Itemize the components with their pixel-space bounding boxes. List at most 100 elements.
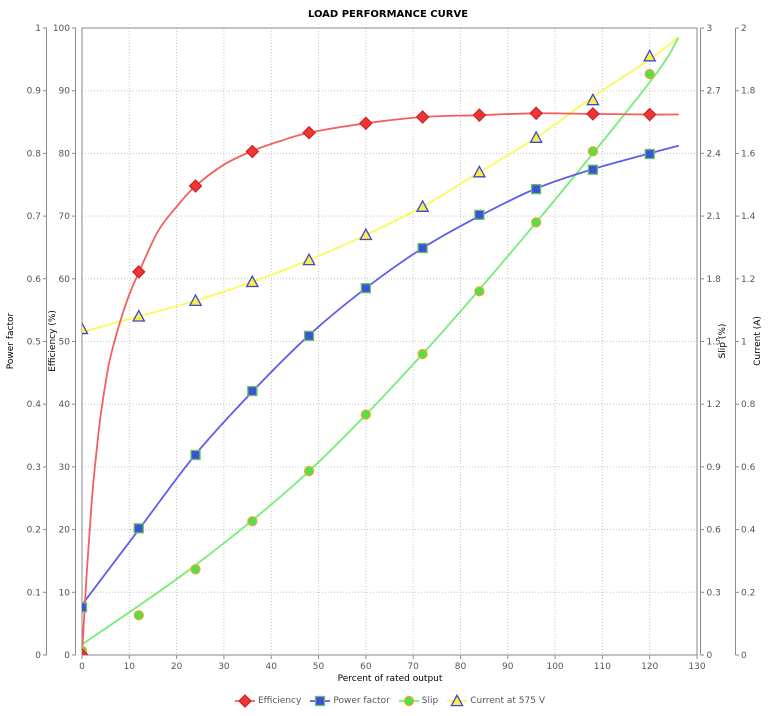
efficiency-tick-label: 20 [59, 526, 71, 536]
current-at-575-v-marker [188, 293, 203, 306]
gridlines [82, 28, 698, 655]
power-factor-curve [82, 145, 679, 606]
slip-marker [190, 564, 201, 575]
legend: Efficiency Power factor Slip Current at 575… [0, 693, 780, 709]
power-factor-tick-label: 0 [35, 651, 41, 661]
triangle-legend-icon [447, 694, 468, 707]
power-factor-marker [303, 330, 315, 342]
diamond-legend-icon [234, 694, 255, 708]
power-factor-marker [247, 385, 258, 397]
current-tick-label: 1.2 [741, 275, 755, 285]
plot-border [81, 27, 698, 656]
efficiency-tick-label: 70 [59, 212, 71, 222]
chart-title: LOAD PERFORMANCE CURVE [308, 9, 468, 20]
current-at-575-v-marker [132, 309, 146, 322]
power-factor-tick-label: 0.1 [27, 588, 41, 598]
current-tick-label: 1.4 [741, 212, 756, 222]
x-tick-label: 130 [688, 662, 705, 672]
x-tick-label: 40 [266, 662, 278, 672]
slip-tick-label: 0.3 [707, 588, 721, 598]
legend-item-slip: Slip [398, 694, 439, 708]
x-tick-label: 110 [594, 662, 611, 672]
slip-marker [360, 409, 371, 420]
current-tick-label: 0.4 [741, 526, 756, 536]
slip-marker [587, 146, 599, 157]
x-tick-label: 120 [641, 662, 658, 672]
slip-tick-label: 2.1 [707, 212, 721, 222]
efficiency-marker [586, 107, 600, 121]
legend-label: Current at 575 V [470, 696, 545, 706]
efficiency-tick-label: 40 [59, 400, 71, 410]
power-factor-marker [133, 523, 144, 534]
legend-label: Slip [421, 696, 439, 706]
current-at-575-v-marker [529, 130, 543, 143]
slip-marker [474, 286, 485, 297]
current-at-575-v-marker [245, 274, 259, 288]
current-tick-label: 0.8 [741, 400, 756, 410]
x-tick-label: 0 [79, 662, 85, 672]
power-factor-marker [190, 449, 201, 461]
slip-tick-label: 0.9 [707, 463, 722, 473]
slip-tick-label: 2.4 [707, 149, 722, 159]
efficiency-tick-label: 30 [59, 463, 71, 473]
slip-tick-label: 3 [707, 24, 713, 34]
legend-marker [238, 694, 252, 708]
slip-marker [531, 217, 542, 228]
efficiency-tick-label: 90 [59, 87, 71, 97]
efficiency-marker [358, 116, 373, 131]
x-axis-title: Percent of rated output [338, 674, 443, 684]
series-markers-current-at-575-v [82, 49, 657, 335]
legend-marker [403, 695, 414, 707]
power-factor-tick-label: 0.9 [27, 87, 42, 97]
legend-label: Power factor [333, 696, 390, 706]
slip-tick-label: 2.7 [707, 87, 721, 97]
power-factor-marker [417, 242, 428, 254]
series-markers-slip [82, 68, 655, 655]
efficiency-tick-label: 10 [59, 588, 71, 598]
slip-tick-label: 1.5 [707, 338, 721, 348]
slip-tick-label: 0.6 [707, 526, 722, 536]
x-tick-label: 60 [360, 662, 372, 672]
current-tick-label: 0.2 [741, 588, 755, 598]
square-legend-icon [310, 695, 331, 707]
efficiency-tick-label: 100 [53, 24, 70, 34]
efficiency-marker [472, 108, 487, 123]
current-tick-label: 0 [741, 651, 747, 661]
efficiency-curve [82, 112, 679, 655]
series-line-slip [82, 37, 679, 646]
legend-marker [315, 695, 326, 707]
legend-marker [450, 694, 464, 707]
slip-marker [303, 465, 315, 477]
power-factor-marker [360, 283, 371, 294]
slip-marker [417, 348, 428, 360]
circle-legend-icon [398, 695, 419, 707]
x-tick-label: 90 [502, 662, 514, 672]
x-tick-label: 100 [546, 662, 563, 672]
x-tick-label: 30 [218, 662, 230, 672]
current-at-575-v-marker [586, 92, 600, 106]
current-at-575-v-marker [472, 165, 487, 178]
power-factor-tick-label: 0.2 [27, 526, 41, 536]
current-tick-label: 2 [741, 24, 747, 34]
slip-marker [644, 68, 655, 80]
series-markers-power-factor [82, 148, 655, 613]
current-at-575-v-marker [415, 199, 430, 212]
power-factor-tick-label: 0.5 [27, 338, 41, 348]
power-factor-marker [82, 602, 88, 613]
x-tick-label: 10 [124, 662, 136, 672]
efficiency-tick-label: 60 [59, 275, 71, 285]
efficiency-marker [131, 265, 146, 279]
axes: 0 10 20 30 40 50 60 70 80 90 100 110 120 13000.10.20.… [27, 24, 756, 672]
efficiency-tick-label: 50 [59, 338, 71, 348]
legend-item-current-at-575-v: Current at 575 V [447, 694, 545, 708]
power-factor-tick-label: 0.3 [27, 463, 41, 473]
slip-marker [133, 610, 144, 621]
current-tick-label: 0.6 [741, 463, 756, 473]
power-factor-tick-label: 0.7 [27, 212, 41, 222]
efficiency-marker [188, 179, 203, 193]
efficiency-marker [245, 144, 260, 159]
efficiency-tick-label: 80 [59, 149, 71, 159]
power-factor-marker [474, 209, 485, 220]
power-factor-axis-title: Power factor [6, 312, 16, 369]
